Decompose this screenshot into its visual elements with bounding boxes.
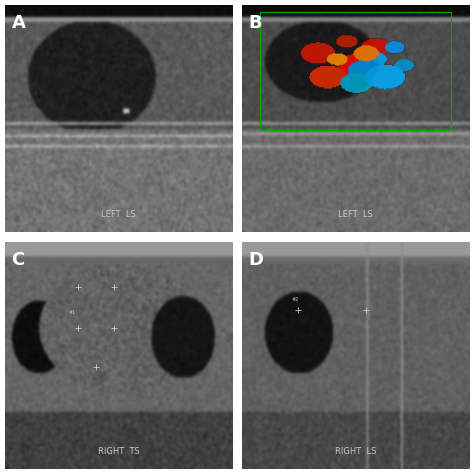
- Text: D: D: [248, 251, 264, 269]
- Bar: [260, 11, 451, 130]
- Text: RIGHT  LS: RIGHT LS: [335, 447, 376, 456]
- Text: A: A: [11, 14, 26, 32]
- Text: #2: #2: [291, 297, 299, 302]
- Text: B: B: [248, 14, 262, 32]
- Text: LEFT  LS: LEFT LS: [338, 210, 373, 219]
- Text: #1: #1: [69, 310, 76, 315]
- Text: C: C: [11, 251, 25, 269]
- Text: RIGHT  TS: RIGHT TS: [98, 447, 139, 456]
- Text: LEFT  LS: LEFT LS: [101, 210, 136, 219]
